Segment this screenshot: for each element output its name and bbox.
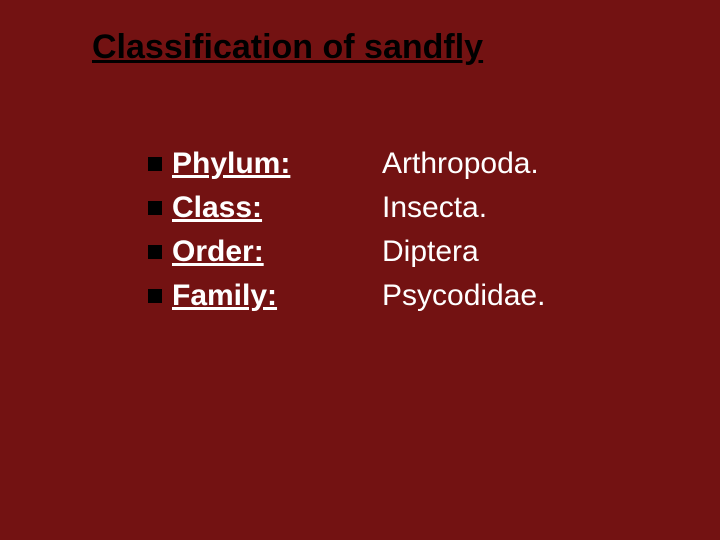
item-label: Order: (172, 235, 382, 269)
list-item: Family:Psycodidae. (148, 279, 545, 313)
list-item: Phylum:Arthropoda. (148, 147, 539, 181)
item-label: Class: (172, 191, 382, 225)
item-label: Phylum: (172, 147, 382, 181)
square-bullet-icon (148, 157, 162, 171)
item-label: Family: (172, 279, 382, 313)
item-value: Insecta. (382, 191, 487, 225)
item-value: Diptera (382, 235, 479, 269)
slide: Classification of sandfly Phylum:Arthrop… (0, 0, 720, 540)
list-item: Order:Diptera (148, 235, 479, 269)
item-value: Arthropoda. (382, 147, 539, 181)
square-bullet-icon (148, 201, 162, 215)
item-value: Psycodidae. (382, 279, 545, 313)
slide-title: Classification of sandfly (92, 28, 483, 67)
square-bullet-icon (148, 245, 162, 259)
list-item: Class:Insecta. (148, 191, 487, 225)
square-bullet-icon (148, 289, 162, 303)
